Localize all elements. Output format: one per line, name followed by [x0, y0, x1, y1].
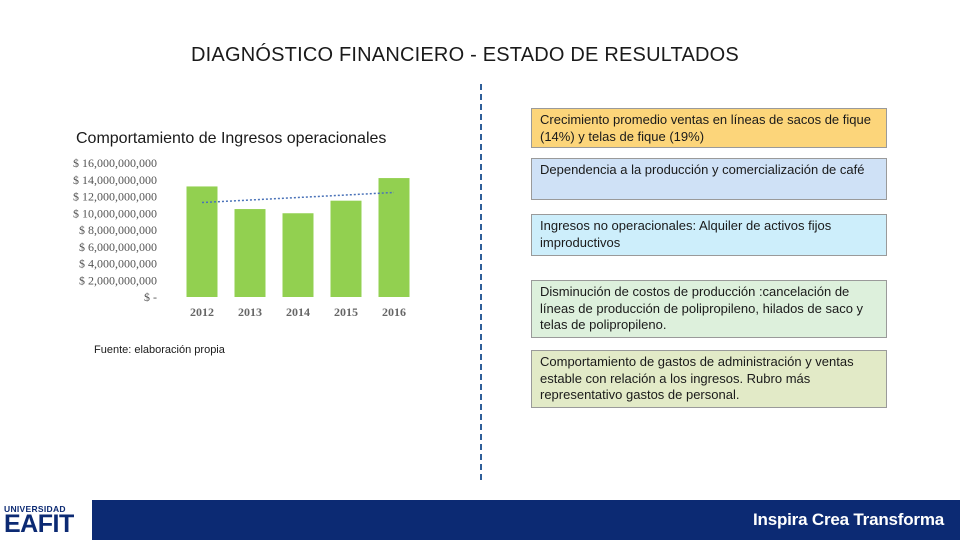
- logo-eafit-text: EAFIT: [4, 510, 74, 538]
- chart-subtitle: Comportamiento de Ingresos operacionales: [76, 130, 387, 147]
- y-tick-label: $ 4,000,000,000: [79, 257, 157, 271]
- x-tick-label: 2015: [334, 305, 358, 319]
- y-tick-label: $ 6,000,000,000: [79, 240, 157, 254]
- y-tick-label: $ -: [144, 290, 157, 304]
- bar: [378, 178, 410, 297]
- logo-university-text: UNIVERSIDAD: [4, 504, 66, 514]
- bar: [330, 200, 362, 297]
- y-tick-label: $ 2,000,000,000: [79, 273, 157, 287]
- y-tick-label: $ 12,000,000,000: [73, 190, 157, 204]
- eafit-logo: UNIVERSIDAD EAFIT: [4, 502, 88, 538]
- x-tick-label: 2016: [382, 305, 406, 319]
- trend-line: [201, 191, 395, 204]
- bar: [282, 213, 314, 297]
- bar: [186, 186, 218, 297]
- info-box-growth: Crecimiento promedio ventas en líneas de…: [531, 108, 887, 148]
- info-box-non-operating-income: Ingresos no operacionales: Alquiler de a…: [531, 214, 887, 256]
- info-box-admin-expenses: Comportamiento de gastos de administraci…: [531, 350, 887, 408]
- footer: UNIVERSIDAD EAFIT Inspira Crea Transform…: [0, 500, 960, 540]
- x-tick-label: 2012: [190, 305, 214, 319]
- x-tick-label: 2013: [238, 305, 262, 319]
- source-note: Fuente: elaboración propia: [94, 344, 225, 356]
- revenue-bar-chart: $ 16,000,000,000 $ 14,000,000,000 $ 12,000…: [73, 156, 410, 319]
- slide-title: DIAGNÓSTICO FINANCIERO - ESTADO DE RESUL…: [191, 44, 739, 66]
- footer-bar: Inspira Crea Transforma: [92, 500, 960, 540]
- x-tick-label: 2014: [286, 305, 310, 319]
- info-box-coffee-dependence: Dependencia a la producción y comerciali…: [531, 158, 887, 200]
- footer-tagline: Inspira Crea Transforma: [753, 510, 944, 529]
- info-box-cost-reduction: Disminución de costos de producción :can…: [531, 280, 887, 338]
- y-tick-label: $ 16,000,000,000: [73, 156, 157, 170]
- revenue-chart: $ 16,000,000,000 $ 14,000,000,000 $ 12,000…: [60, 150, 430, 330]
- y-tick-label: $ 14,000,000,000: [73, 173, 157, 187]
- y-tick-label: $ 10,000,000,000: [73, 206, 157, 220]
- dashed-divider: [480, 84, 482, 480]
- bar: [234, 209, 266, 297]
- y-tick-label: $ 8,000,000,000: [79, 223, 157, 237]
